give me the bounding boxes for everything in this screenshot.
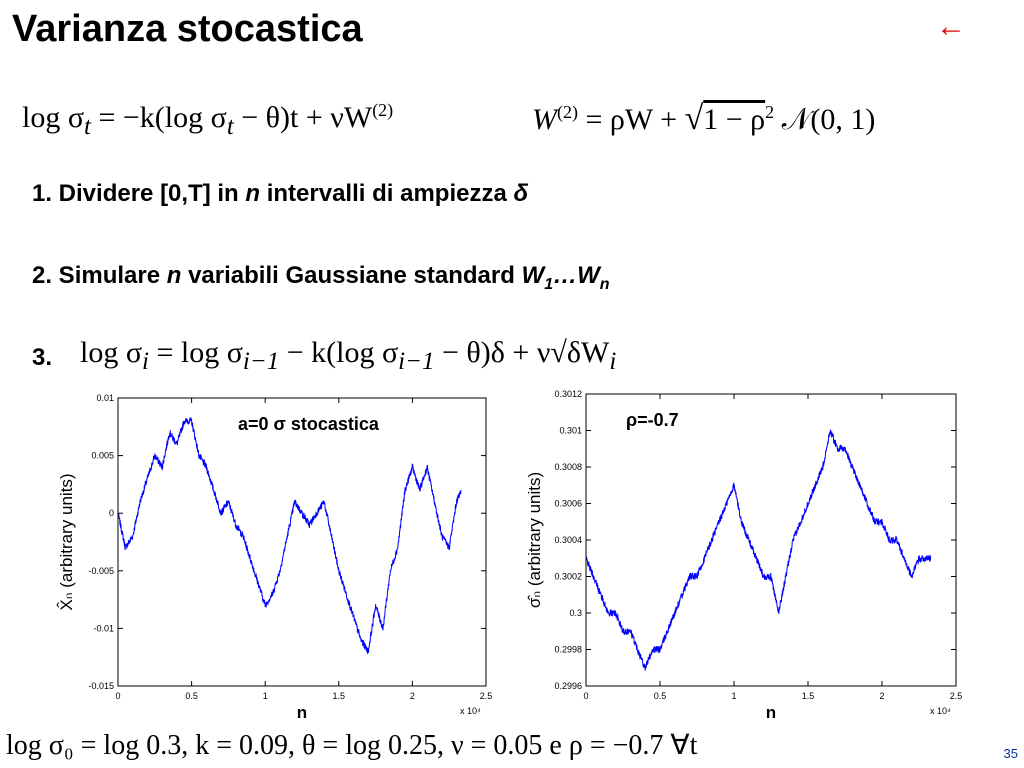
x-tick-label-0-0: 0 bbox=[115, 691, 120, 701]
x-axis-label-1: n bbox=[766, 703, 776, 722]
y-axis-label-0: X̂ₙ (arbitrary units) bbox=[56, 473, 76, 610]
y-tick-label-1-5: 0.3002 bbox=[554, 572, 582, 582]
x-tick-label-1-5: 2.5 bbox=[950, 691, 963, 701]
plot-frame-0 bbox=[117, 397, 487, 687]
parameters-equation: log σ₀ = log 0.3, k = 0.09, θ = log 0.25… bbox=[6, 730, 698, 761]
y-tick-label-0-3: -0.005 bbox=[88, 566, 114, 576]
y-tick-label-1-3: 0.3006 bbox=[554, 499, 582, 509]
series-line-1 bbox=[585, 429, 932, 671]
correlation-equation: W(2) = ρW + √1 − ρ2 𝒩(0, 1) bbox=[532, 100, 876, 137]
chart-annotation-0: a=0 σ stocastica bbox=[238, 414, 380, 434]
y-axis-label-1: σ̂ₙ (arbitrary units) bbox=[525, 472, 544, 608]
plot-frame-1 bbox=[585, 393, 957, 687]
x-tick-label-1-3: 1.5 bbox=[802, 691, 815, 701]
back-arrow-icon[interactable]: ← bbox=[936, 10, 966, 43]
x-tick-label-0-1: 0.5 bbox=[185, 691, 198, 701]
x-tick-label-1-2: 1 bbox=[731, 691, 736, 701]
x-tick-label-0-4: 2 bbox=[410, 691, 415, 701]
y-tick-label-1-6: 0.3 bbox=[569, 608, 582, 618]
step-1: 1. Dividere [0,T] in n intervalli di amp… bbox=[32, 180, 529, 207]
step-3-equation: log σi = log σi−1 − k(log σi−1 − θ)δ + ν… bbox=[80, 336, 617, 375]
y-tick-label-1-4: 0.3004 bbox=[554, 535, 582, 545]
y-tick-label-1-7: 0.2998 bbox=[554, 645, 582, 655]
y-tick-label-1-2: 0.3008 bbox=[554, 462, 582, 472]
y-tick-label-0-2: 0 bbox=[109, 508, 114, 518]
y-tick-label-0-5: -0.015 bbox=[88, 681, 114, 691]
x-tick-label-1-1: 0.5 bbox=[654, 691, 667, 701]
y-tick-label-0-4: -0.01 bbox=[93, 623, 114, 633]
chart-right: 0 0.5 1 1.5 2 2.5 0.3012 0.301 0.3008 0.3006 0.300… bbox=[525, 389, 963, 722]
x-tick-label-1-0: 0 bbox=[583, 691, 588, 701]
step-3-label: 3. bbox=[32, 344, 53, 371]
model-equation: log σt = −k(log σt − θ)t + νW(2) bbox=[22, 100, 394, 140]
x-tick-label-0-5: 2.5 bbox=[480, 691, 493, 701]
y-tick-label-0-1: 0.005 bbox=[91, 451, 114, 461]
series-line-0 bbox=[117, 417, 462, 654]
y-tick-label-1-0: 0.3012 bbox=[554, 389, 582, 399]
chart-left: 0 0.5 1 1.5 2 2.5 0.01 0.005 0 -0.005 -0.01 -0.015 x… bbox=[56, 393, 493, 722]
page-title: Varianza stocastica bbox=[12, 8, 363, 50]
x-tick-label-1-4: 2 bbox=[879, 691, 884, 701]
chart-annotation-1: ρ=-0.7 bbox=[626, 410, 679, 430]
x-axis-label-0: n bbox=[297, 703, 307, 722]
x-tick-label-0-3: 1.5 bbox=[333, 691, 346, 701]
x-multiplier-1: x 10⁴ bbox=[930, 706, 951, 716]
x-tick-label-0-2: 1 bbox=[263, 691, 268, 701]
y-tick-label-0-0: 0.01 bbox=[96, 393, 114, 403]
step-2: 2. Simulare n variabili Gaussiane standa… bbox=[32, 262, 610, 293]
page-number: 35 bbox=[1003, 746, 1018, 761]
y-tick-label-1-8: 0.2996 bbox=[554, 681, 582, 691]
x-multiplier-0: x 10⁴ bbox=[460, 706, 481, 716]
y-tick-label-1-1: 0.301 bbox=[559, 426, 582, 436]
